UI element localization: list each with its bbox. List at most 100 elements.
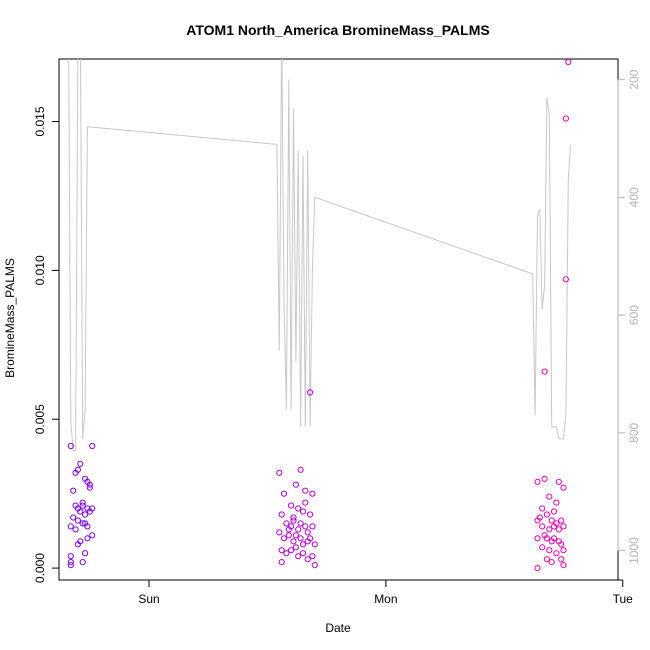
right-tick-label: 1000 xyxy=(627,537,641,564)
y-tick-label: 0.005 xyxy=(33,404,47,434)
data-point xyxy=(74,517,82,524)
data-point xyxy=(297,535,304,542)
data-point xyxy=(290,514,297,521)
data-point xyxy=(283,550,290,557)
data-point xyxy=(304,556,311,563)
data-point xyxy=(558,517,565,524)
data-point xyxy=(89,442,96,450)
data-point xyxy=(534,565,541,572)
data-point xyxy=(558,541,565,548)
right-tick-label: 600 xyxy=(627,305,641,325)
data-point xyxy=(304,529,311,536)
data-point xyxy=(553,550,560,557)
y-tick-label: 0.000 xyxy=(33,553,47,583)
data-point xyxy=(77,460,84,467)
data-point xyxy=(82,511,89,518)
data-point xyxy=(546,526,553,533)
data-point xyxy=(541,368,548,375)
x-axis-title: Date xyxy=(325,621,351,635)
data-point xyxy=(89,505,96,512)
data-point xyxy=(82,550,89,557)
y-tick-label: 0.015 xyxy=(33,106,47,136)
data-point xyxy=(276,529,283,536)
data-point xyxy=(546,493,553,500)
data-point xyxy=(67,442,74,450)
right-tick-label: 200 xyxy=(627,69,641,89)
data-point xyxy=(534,517,541,524)
data-point xyxy=(280,535,288,542)
data-point xyxy=(278,547,285,554)
data-point xyxy=(307,535,314,542)
data-point xyxy=(285,532,292,539)
right-axis: 200 400 600 800 1000 xyxy=(617,69,641,564)
data-point xyxy=(67,559,74,566)
data-point xyxy=(299,550,307,557)
points-layer xyxy=(67,58,572,572)
data-point xyxy=(79,559,86,566)
data-point xyxy=(84,535,91,542)
data-point xyxy=(555,526,562,533)
data-point xyxy=(299,541,307,548)
data-point xyxy=(302,487,309,494)
data-point xyxy=(550,535,558,542)
data-point xyxy=(560,562,567,569)
y-axis: 0.000 0.005 0.010 0.015 xyxy=(33,106,60,583)
data-point xyxy=(565,58,572,66)
data-point xyxy=(67,553,74,560)
data-point xyxy=(77,508,84,515)
data-point xyxy=(276,469,283,476)
x-tick-label: Tue xyxy=(613,592,634,606)
data-point xyxy=(297,520,304,527)
data-point xyxy=(292,544,299,551)
data-point xyxy=(89,532,96,539)
data-point xyxy=(548,517,555,524)
data-point xyxy=(534,535,541,542)
data-point xyxy=(288,502,295,509)
data-point xyxy=(86,481,93,488)
data-point xyxy=(302,523,309,530)
data-point xyxy=(82,520,89,527)
data-point xyxy=(79,502,86,509)
data-point xyxy=(539,523,546,530)
data-point xyxy=(70,487,77,494)
data-point xyxy=(278,511,285,518)
data-point xyxy=(72,526,79,533)
data-point xyxy=(297,466,304,473)
data-point xyxy=(79,499,86,506)
data-point xyxy=(558,556,565,563)
data-point xyxy=(307,511,314,518)
data-point xyxy=(546,547,553,554)
data-point xyxy=(560,484,567,491)
data-point xyxy=(292,532,299,539)
data-point xyxy=(295,505,302,512)
data-point xyxy=(560,547,567,554)
right-tick-label: 800 xyxy=(627,422,641,442)
x-tick-label: Mon xyxy=(374,592,397,606)
data-point xyxy=(553,499,560,506)
data-point xyxy=(70,514,77,521)
data-point xyxy=(299,508,307,515)
data-point xyxy=(86,484,93,491)
data-point xyxy=(309,523,316,530)
right-tick-label: 400 xyxy=(627,187,641,207)
data-point xyxy=(543,511,551,518)
data-point xyxy=(290,517,297,524)
data-point xyxy=(295,553,302,560)
pressure-line-layer xyxy=(68,59,572,451)
data-point xyxy=(311,562,318,569)
data-point xyxy=(278,559,285,566)
data-point xyxy=(548,559,555,566)
data-point xyxy=(79,520,86,527)
x-tick-label: Sun xyxy=(138,592,159,606)
data-point xyxy=(555,478,562,485)
data-point xyxy=(550,523,558,530)
data-point xyxy=(311,541,318,548)
data-point xyxy=(74,466,82,473)
data-point xyxy=(67,523,74,530)
y-axis-title: BromineMass_PALMS xyxy=(3,258,17,378)
data-point xyxy=(67,562,74,569)
data-point xyxy=(534,478,541,485)
data-point xyxy=(295,526,302,533)
data-point xyxy=(302,499,309,506)
data-point xyxy=(288,547,295,554)
